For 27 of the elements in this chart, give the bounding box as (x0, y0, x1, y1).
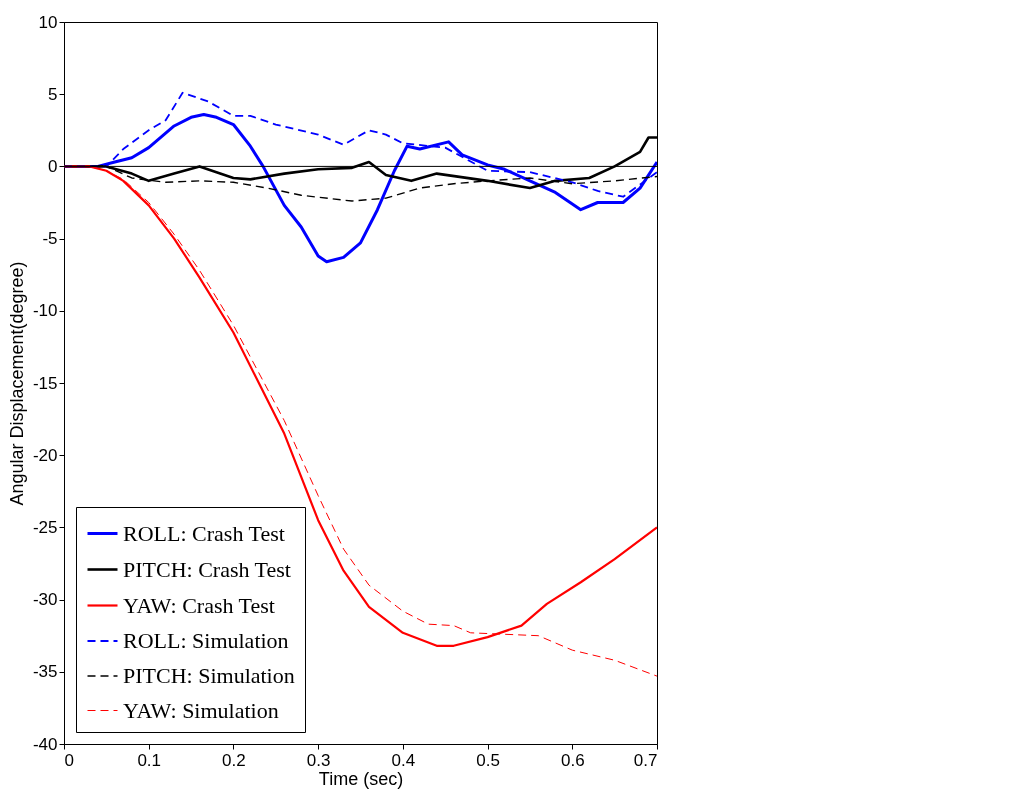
y-tick-label: 10 (38, 12, 58, 32)
x-tick-label: 0.7 (633, 750, 658, 770)
y-tick-label: -30 (32, 590, 58, 610)
legend-label: ROLL: Crash Test (123, 520, 285, 546)
legend-label: YAW: Crash Test (123, 592, 275, 618)
y-tick-label: -15 (32, 373, 58, 393)
y-tick-label: -10 (32, 301, 58, 321)
y-tick-label: 0 (48, 156, 58, 176)
x-tick-label: 0.3 (306, 750, 331, 770)
y-tick-label: -5 (42, 229, 58, 249)
legend-label: ROLL: Simulation (123, 628, 289, 653)
y-tick-label: -35 (32, 662, 58, 682)
y-tick-label: -20 (32, 445, 58, 465)
x-tick-label: 0.2 (222, 750, 246, 770)
x-tick-label: 0 (64, 750, 74, 770)
x-axis-title: Time (sec) (318, 768, 404, 789)
x-tick-label: 0.5 (476, 750, 500, 770)
x-tick-label: 0.4 (391, 750, 416, 770)
y-axis-title: Angular Displacement(degree) (6, 261, 27, 506)
legend-label: PITCH: Simulation (123, 663, 295, 688)
legend-label: YAW: Simulation (123, 697, 279, 723)
y-tick-label: -25 (32, 517, 58, 537)
x-tick-label: 0.6 (560, 750, 585, 770)
x-tick-label: 0.1 (137, 750, 162, 770)
legend-label: PITCH: Crash Test (123, 556, 291, 582)
y-tick-label: 5 (48, 84, 58, 104)
y-tick-label: -40 (32, 734, 58, 754)
